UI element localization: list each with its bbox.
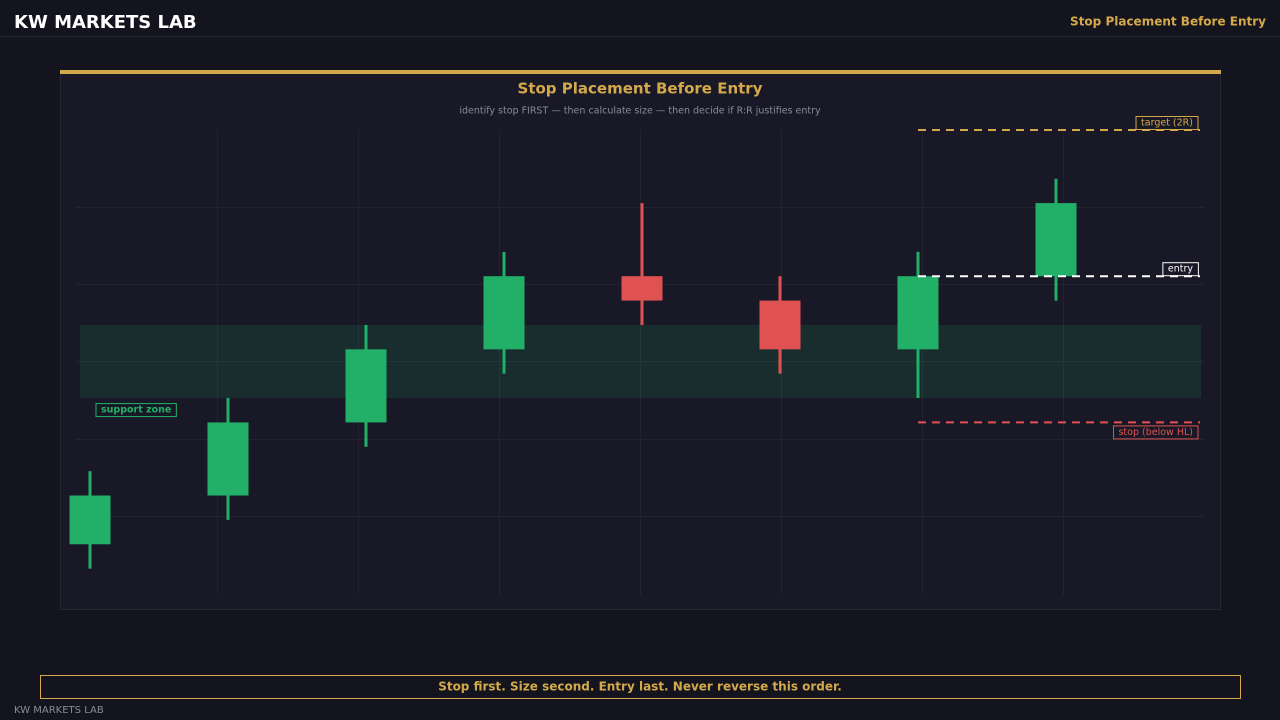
brand: KW MARKETS LAB xyxy=(14,12,197,33)
level-label-box xyxy=(1112,425,1199,440)
candle-body xyxy=(345,349,387,423)
support-zone xyxy=(80,324,1201,399)
candle-body xyxy=(759,300,801,350)
footer-brand: KW MARKETS LAB xyxy=(14,705,104,716)
level-label: target (2R) xyxy=(1141,118,1193,129)
zone-label-box xyxy=(95,403,177,418)
chart-title: Stop Placement Before Entry xyxy=(518,80,763,98)
zone-label: support zone xyxy=(101,405,171,416)
footer-box xyxy=(40,675,1241,699)
level-label-box xyxy=(1162,262,1199,277)
candle-body xyxy=(621,276,663,301)
section-title: Stop Placement Before Entry xyxy=(1070,15,1266,29)
chart-subtitle: identify stop FIRST — then calculate siz… xyxy=(459,106,821,117)
candle-body xyxy=(1035,203,1077,277)
panel-accent xyxy=(60,70,1221,74)
candle-body xyxy=(69,495,111,545)
level-label-box xyxy=(1135,116,1199,130)
footer-note: Stop first. Size second. Entry last. Nev… xyxy=(438,680,842,694)
candle-body xyxy=(483,276,525,350)
level-label: stop (below HL) xyxy=(1118,427,1193,438)
candle-body xyxy=(897,276,939,350)
level-label: entry xyxy=(1168,264,1193,275)
candle-body xyxy=(207,422,249,496)
candle-wick xyxy=(640,203,644,325)
